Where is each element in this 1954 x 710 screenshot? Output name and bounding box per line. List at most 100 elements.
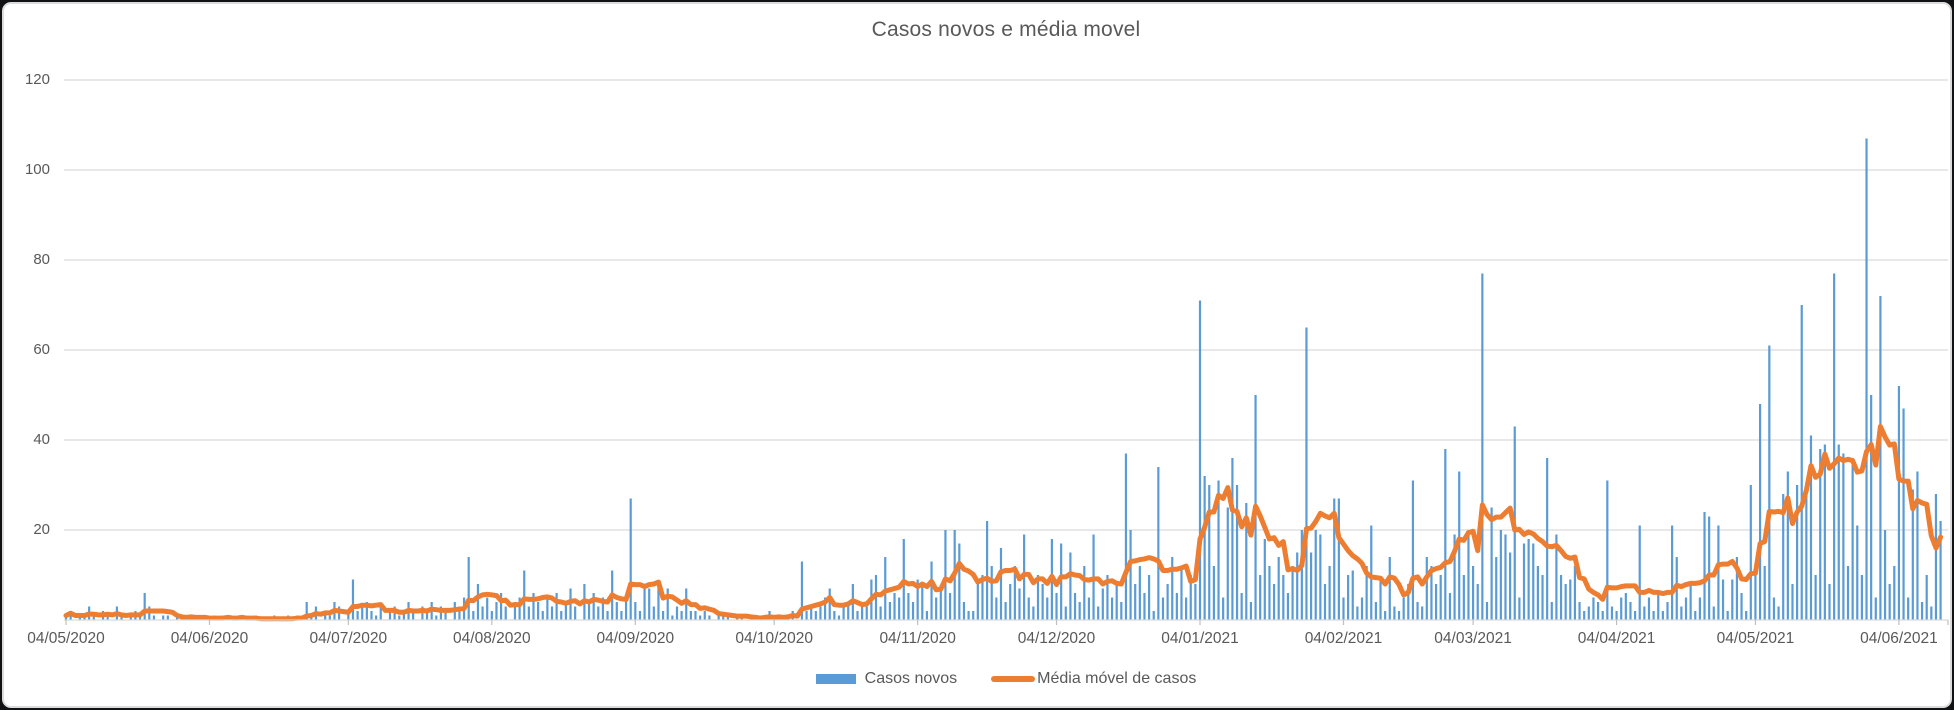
bar-casos-novos [1194,584,1197,620]
legend-item-casos-novos[interactable]: Casos novos [815,670,957,688]
bar-casos-novos [648,588,651,620]
bar-casos-novos [1546,458,1549,620]
x-axis-label: 04/05/2020 [27,630,105,647]
bar-casos-novos [1629,602,1632,620]
bar-casos-novos [601,597,605,620]
bar-casos-novos [402,611,405,620]
bar-casos-novos [680,611,683,620]
bar-casos-novos [1772,597,1776,620]
bar-casos-novos [1323,584,1327,620]
bar-casos-novos [1328,566,1331,620]
bar-casos-novos [1222,597,1225,620]
bar-casos-novos [1453,534,1456,620]
bar-casos-novos [1805,485,1808,620]
bar-casos-novos [1689,584,1692,620]
bar-casos-novos [1388,557,1391,620]
bar-casos-novos [1226,507,1229,620]
x-axis-label: 04/09/2020 [596,630,675,647]
bar-casos-novos [513,602,517,620]
bar-casos-novos [1902,408,1905,620]
bar-casos-novos [1559,575,1563,620]
bar-casos-novos [1305,327,1308,620]
bar-casos-novos [1870,395,1873,620]
bar-casos-novos [435,615,438,620]
bar-casos-novos [1365,566,1368,620]
bar-casos-novos [1596,602,1600,620]
bar-casos-novos [1657,593,1660,620]
bar-casos-novos [1809,435,1813,620]
bar-casos-novos [467,557,470,620]
bar-casos-novos [1532,543,1535,620]
bar-casos-novos [1036,575,1040,620]
bar-casos-novos [1851,458,1854,620]
bar-casos-novos [893,593,896,620]
bar-casos-novos [1286,593,1290,620]
bar-casos-novos [550,606,554,620]
bar-casos-novos [444,611,447,620]
bar-casos-novos [1643,606,1646,620]
bar-casos-novos [1490,507,1493,620]
bar-casos-novos [546,597,549,620]
bar-casos-novos [1883,530,1887,620]
bar-casos-novos [606,611,609,620]
bar-casos-novos [1717,525,1720,620]
bar-casos-novos [1004,602,1007,620]
bar-casos-novos [1166,584,1169,620]
bar-casos-novos [1666,602,1669,620]
bar-casos-novos [375,615,378,620]
bar-casos-novos [1911,489,1914,620]
bar-casos-novos [661,611,665,620]
bar-casos-novos [1583,611,1586,620]
legend-item-media-movel[interactable]: Média móvel de casos [991,670,1196,688]
bar-casos-novos [1208,485,1211,620]
bar-casos-novos [1462,575,1465,620]
bar-casos-novos [1138,566,1141,620]
bar-casos-novos [388,611,392,620]
bar-casos-novos [537,602,540,620]
bar-casos-novos [1740,593,1743,620]
bar-casos-novos [1527,539,1530,620]
bar-casos-novos [1888,584,1891,620]
bar-casos-novos [1018,588,1021,620]
bar-casos-novos [1129,530,1132,620]
bar-casos-novos [106,615,109,620]
bar-casos-novos [1134,584,1137,620]
bar-casos-novos [948,593,952,620]
bar-casos-novos [1087,597,1091,620]
bar-casos-novos [166,615,169,620]
bar-casos-novos [1874,597,1877,620]
bar-casos-novos [1768,345,1771,620]
bar-casos-novos [1504,534,1507,620]
bar-casos-novos [1430,566,1433,620]
bar-casos-novos [499,593,503,620]
chart-plot-area[interactable] [4,4,1952,708]
bar-casos-novos [1721,579,1725,620]
bar-casos-novos [1416,602,1419,620]
bar-casos-novos [425,611,429,620]
bar-casos-novos [708,615,711,620]
bar-casos-novos [962,602,966,620]
bar-casos-novos [1175,593,1178,620]
chart-legend: Casos novos Média móvel de casos [64,670,1948,688]
bar-casos-novos [1300,530,1303,620]
bar-casos-novos [1634,611,1637,620]
bar-casos-novos [1171,557,1174,620]
bar-casos-novos [1786,471,1789,620]
bar-casos-novos [847,602,850,620]
bar-casos-novos [1833,273,1836,620]
bar-casos-novos [675,606,679,620]
bar-casos-novos [1032,606,1035,620]
bar-casos-novos [1916,471,1919,620]
bar-casos-novos [1856,525,1859,620]
bar-casos-novos [703,611,706,620]
bar-casos-novos [152,615,156,620]
bar-casos-novos [532,593,535,620]
bar-casos-novos [634,602,637,620]
bar-casos-novos [1796,485,1799,620]
bar-casos-novos [1060,543,1063,620]
bar-casos-novos [490,611,493,620]
bar-casos-novos [879,606,882,620]
bar-casos-novos [833,611,836,620]
legend-bar-swatch [815,674,856,684]
bar-casos-novos [560,611,563,620]
